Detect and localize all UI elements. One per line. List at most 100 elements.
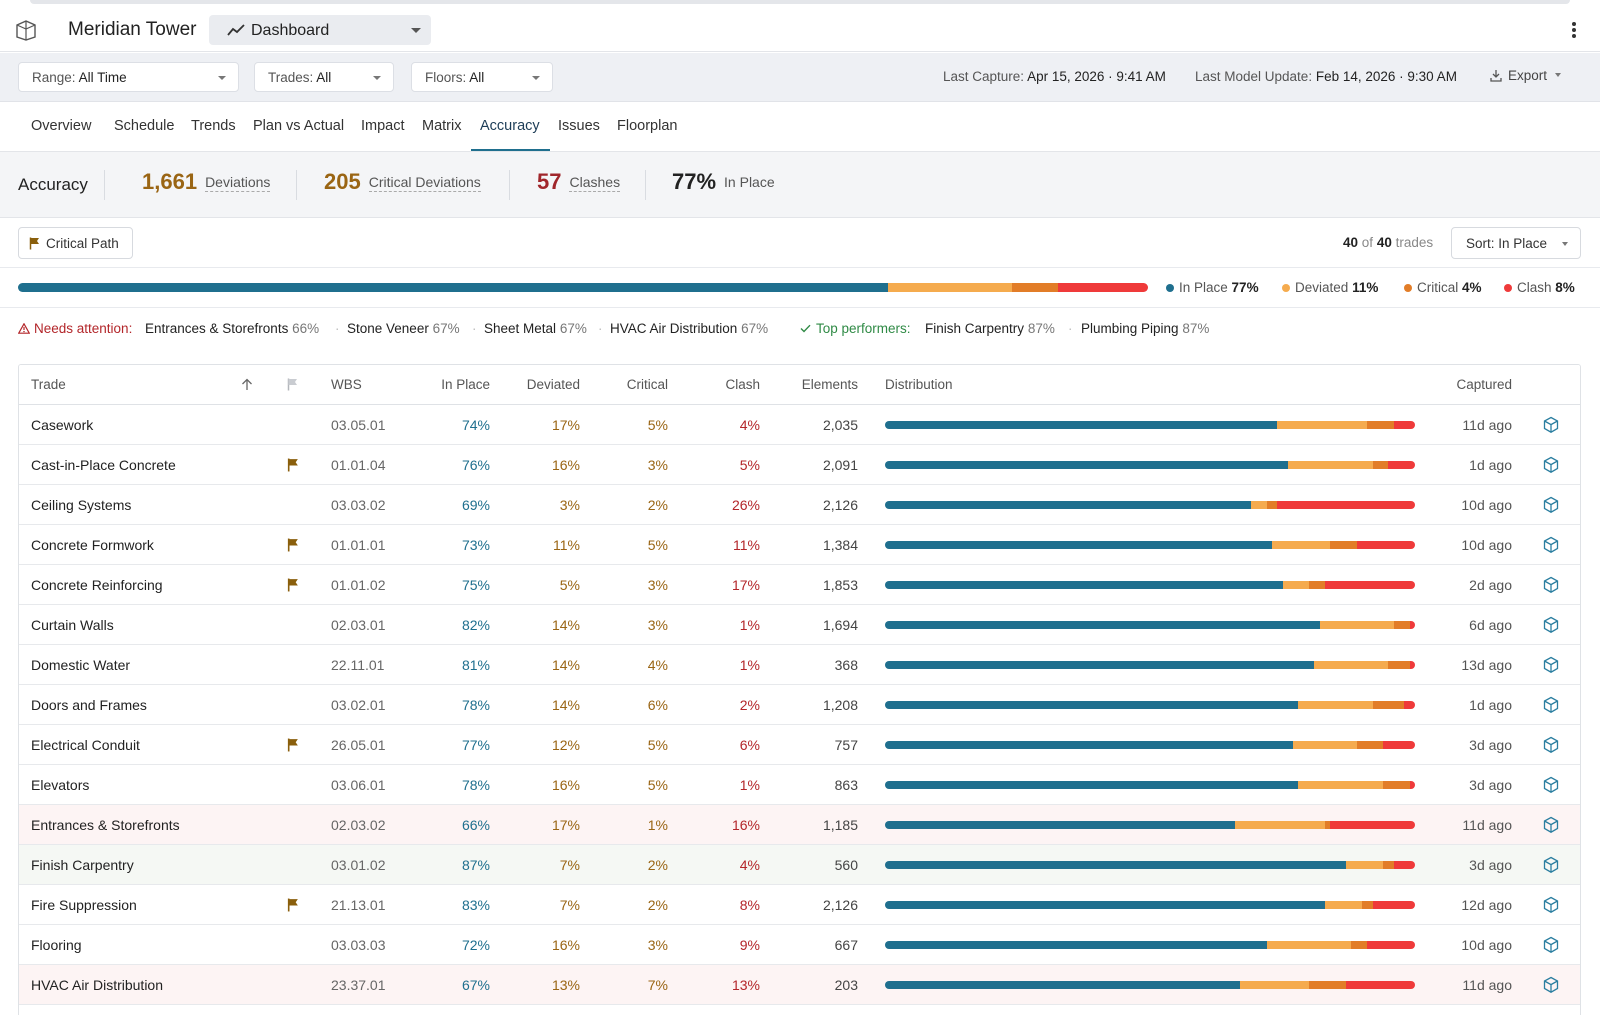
table-row[interactable]: Entrances & Storefronts 02.03.02 66% 17% 1% 1… xyxy=(19,805,1580,845)
table-row[interactable]: Elevators 03.06.01 78% 16% 5% 1% 863 3d ago xyxy=(19,765,1580,805)
separator: · xyxy=(335,321,340,336)
3d-model-icon[interactable] xyxy=(1542,656,1560,674)
3d-model-icon[interactable] xyxy=(1542,416,1560,434)
legend-deviated: Deviated 11% xyxy=(1282,280,1378,295)
clash-pct: 4% xyxy=(739,417,760,433)
attention-item[interactable]: HVAC Air Distribution 67% xyxy=(610,321,768,336)
table-row[interactable]: Curtain Walls 02.03.01 82% 14% 3% 1% 1,694 6d a… xyxy=(19,605,1580,645)
chevron-down-icon xyxy=(532,76,540,80)
top-performer-item[interactable]: Plumbing Piping 87% xyxy=(1081,321,1209,336)
table-row[interactable]: Flooring 03.03.03 72% 16% 3% 9% 667 10d ago xyxy=(19,925,1580,965)
critical-path-button[interactable]: Critical Path xyxy=(18,227,133,259)
distribution-bar xyxy=(885,781,1415,789)
3d-model-icon[interactable] xyxy=(1542,736,1560,754)
distribution-bar xyxy=(885,741,1415,749)
tab-plan-vs-actual[interactable]: Plan vs Actual xyxy=(253,118,345,134)
header-critical[interactable]: Critical xyxy=(626,377,668,392)
header-clash[interactable]: Clash xyxy=(725,377,760,392)
summary-title: Accuracy xyxy=(18,175,88,194)
tab-matrix[interactable]: Matrix xyxy=(422,118,462,134)
view-select-label: Dashboard xyxy=(251,22,330,39)
element-count: 863 xyxy=(834,777,858,793)
table-row[interactable]: Concrete Reinforcing 01.01.02 75% 5% 3% 17% 1,… xyxy=(19,565,1580,605)
distribution-segment-deviated xyxy=(1250,501,1267,509)
tab-overview[interactable]: Overview xyxy=(31,118,92,134)
3d-model-icon[interactable] xyxy=(1542,456,1560,474)
table-row[interactable]: Electrical Conduit 26.05.01 77% 12% 5% 6% 757 3… xyxy=(19,725,1580,765)
attention-item[interactable]: Stone Veneer 67% xyxy=(347,321,460,336)
deviated-pct: 16% xyxy=(551,937,580,953)
header-in-place[interactable]: In Place xyxy=(441,377,490,392)
header-trade[interactable]: Trade xyxy=(31,377,66,392)
tab-accuracy[interactable]: Accuracy xyxy=(480,118,540,134)
overall-segment-critical xyxy=(1012,283,1058,292)
trades-select[interactable]: Trades: All xyxy=(254,62,394,92)
legend-label: In Place xyxy=(1179,280,1228,295)
table-row[interactable]: Fire Suppression 21.13.01 83% 7% 2% 8% 2,126 12… xyxy=(19,885,1580,925)
header-captured[interactable]: Captured xyxy=(1456,377,1512,392)
distribution-bar xyxy=(885,501,1415,509)
separator: · xyxy=(472,321,477,336)
floors-select[interactable]: Floors: All xyxy=(411,62,553,92)
3d-model-icon[interactable] xyxy=(1542,856,1560,874)
distribution-segment-clash xyxy=(1372,901,1415,909)
distribution-segment-critical xyxy=(1361,901,1373,909)
export-button[interactable]: Export xyxy=(1490,68,1562,88)
attention-item[interactable]: Sheet Metal 67% xyxy=(484,321,587,336)
chevron-down-icon xyxy=(373,76,381,80)
distribution-segment-clash xyxy=(1388,461,1415,469)
3d-model-icon[interactable] xyxy=(1542,976,1560,994)
sort-ascending-icon[interactable] xyxy=(241,378,253,391)
flag-header-icon[interactable] xyxy=(287,378,298,391)
top-performer-item[interactable]: Finish Carpentry 87% xyxy=(925,321,1055,336)
table-row[interactable]: HVAC Air Distribution 23.37.01 67% 13% 7% 13%… xyxy=(19,965,1580,1005)
distribution-segment-clash xyxy=(1409,621,1415,629)
3d-model-icon[interactable] xyxy=(1542,576,1560,594)
element-count: 2,091 xyxy=(822,457,858,473)
table-row[interactable]: Ceiling Systems 03.03.02 69% 3% 2% 26% 2,126 10… xyxy=(19,485,1580,525)
in-place-pct: 78% xyxy=(461,697,490,713)
3d-model-icon[interactable] xyxy=(1542,696,1560,714)
table-row[interactable]: Casework 03.05.01 74% 17% 5% 4% 2,035 11d ago xyxy=(19,405,1580,445)
3d-model-icon[interactable] xyxy=(1542,936,1560,954)
tab-schedule[interactable]: Schedule xyxy=(114,118,175,134)
distribution-segment-in-place xyxy=(885,461,1288,469)
3d-model-icon[interactable] xyxy=(1542,536,1560,554)
table-row[interactable]: Concrete Formwork 01.01.01 73% 11% 5% 11% 1,38… xyxy=(19,525,1580,565)
view-select[interactable]: Dashboard xyxy=(209,15,431,45)
legend-label: Critical xyxy=(1417,280,1459,295)
distribution-segment-deviated xyxy=(1346,861,1384,869)
3d-model-icon[interactable] xyxy=(1542,816,1560,834)
needs-attention-text: Needs attention: xyxy=(34,321,133,336)
tab-trends[interactable]: Trends xyxy=(191,118,236,134)
tab-impact[interactable]: Impact xyxy=(361,118,405,134)
sort-select[interactable]: Sort: In Place xyxy=(1451,227,1581,259)
tab-floorplan[interactable]: Floorplan xyxy=(617,118,678,134)
3d-model-icon[interactable] xyxy=(1542,616,1560,634)
metric-deviations[interactable]: 1,661 Deviations xyxy=(142,169,271,195)
accuracy-summary: Accuracy 1,661 Deviations 205 Critical Dev… xyxy=(0,152,1600,218)
attention-item[interactable]: Entrances & Storefronts 66% xyxy=(145,321,319,336)
metric-clashes[interactable]: 57 Clashes xyxy=(537,169,621,195)
table-row[interactable]: Domestic Water 22.11.01 81% 14% 4% 1% 368 13d a… xyxy=(19,645,1580,685)
header-elements[interactable]: Elements xyxy=(801,377,858,392)
3d-model-icon[interactable] xyxy=(1542,496,1560,514)
3d-model-icon[interactable] xyxy=(1542,776,1560,794)
distribution-segment-critical xyxy=(1266,501,1278,509)
header-wbs[interactable]: WBS xyxy=(331,377,362,392)
distribution-bar xyxy=(885,461,1415,469)
range-select[interactable]: Range: All Time xyxy=(18,62,239,92)
table-row[interactable]: Doors and Frames 03.02.01 78% 14% 6% 2% 1,208 1… xyxy=(19,685,1580,725)
3d-model-icon[interactable] xyxy=(1542,896,1560,914)
metric-critical-deviations[interactable]: 205 Critical Deviations xyxy=(324,169,481,195)
more-menu-icon[interactable] xyxy=(1568,20,1580,40)
critical-path-flag-icon xyxy=(287,458,298,472)
header-deviated[interactable]: Deviated xyxy=(526,377,580,392)
table-row[interactable]: Finish Carpentry 03.01.02 87% 7% 2% 4% 560 3d a… xyxy=(19,845,1580,885)
trade-name: Elevators xyxy=(31,777,90,793)
project-title: Meridian Tower xyxy=(68,19,197,40)
distribution-segment-in-place xyxy=(885,901,1325,909)
table-row[interactable]: Cast-in-Place Concrete 01.01.04 76% 16% 3% 5%… xyxy=(19,445,1580,485)
separator: · xyxy=(598,321,603,336)
tab-issues[interactable]: Issues xyxy=(558,118,600,134)
